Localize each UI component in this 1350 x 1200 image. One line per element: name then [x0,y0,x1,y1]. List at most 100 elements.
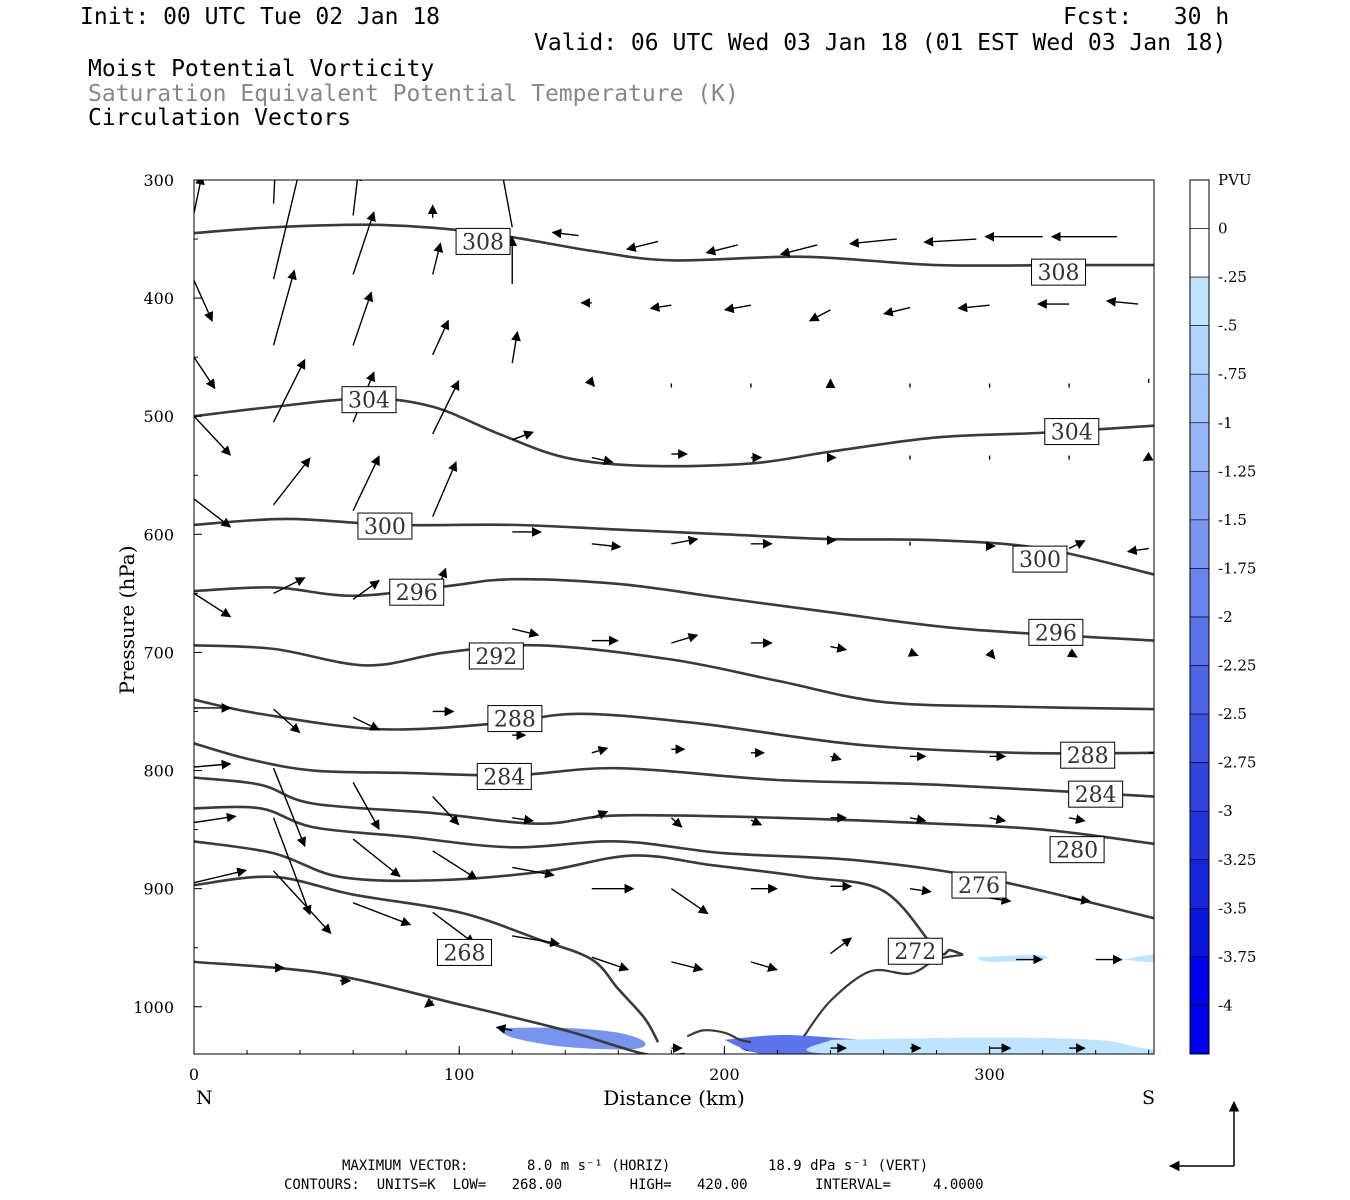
vector-102 [194,812,237,824]
contour-label-296: 296 [389,578,445,606]
colorbar-tick-label: -3.25 [1218,851,1256,869]
init-time: Init: 00 UTC Tue 02 Jan 18 [80,4,441,30]
vector-29 [432,319,450,356]
vector-21 [808,309,831,322]
contour-ridge [803,953,964,1037]
pv-shade-4 [806,1037,1154,1054]
colorbar-segment-0 [1189,179,1210,229]
contour-label-box [1031,258,1087,286]
vector-113 [1069,895,1091,905]
vector-63 [1068,540,1086,550]
contour-labels: 308 308 304 304 300 300 296 296 292 288 288 284 284 2… [341,227,1124,966]
vector-39 [194,415,232,456]
colorbar-segment-3 [1189,325,1210,375]
contour-label-box [487,705,543,733]
contour-closed [686,1029,752,1044]
vector-111 [909,885,932,896]
y-tick-label: 700 [143,643,174,662]
vector-116 [352,902,412,927]
colorbar-tick-label: -.25 [1218,268,1247,286]
colorbar-unit: PVU [1218,171,1252,189]
contour-label-text: 288 [494,708,536,733]
vector-94 [512,814,535,825]
contour-label-text: 284 [483,765,525,790]
colorbar-tick-label: -1 [1218,414,1233,432]
x-tick-label: 300 [974,1065,1005,1084]
contour-label-text: 272 [894,940,936,965]
vector-54 [352,455,380,512]
field-title-pv: Moist Potential Vorticity [88,56,435,82]
vector-122 [830,937,853,955]
contour-label-268: 268 [436,938,492,966]
contour-label-292: 292 [468,642,524,670]
colorbar-tick-label: -1.75 [1218,559,1256,577]
vector-71 [671,633,699,644]
colorbar-tick-label: -.5 [1218,317,1237,335]
vector-52 [194,498,232,528]
vector-13 [194,280,214,322]
colorbar-segment-12 [1189,762,1210,812]
vector-51 [1142,451,1154,462]
pv-shade-6 [1122,954,1154,963]
colorbar-segment-5 [1189,422,1210,472]
vector-114 [194,867,247,884]
vector-117 [432,911,476,945]
contour-292 [194,643,1154,711]
max-vector-horiz: 8.0 m s⁻¹ (HORIZ) [527,1158,671,1174]
colorbar-segment-7 [1189,519,1210,569]
vector-97 [750,816,763,826]
colorbar-tick-label: -.75 [1218,365,1247,383]
contour-label-280: 280 [1049,836,1105,864]
vector-103 [272,817,312,916]
vector-105 [432,850,478,880]
colorbar-segment-17 [1189,1005,1210,1055]
contour-label-box [476,762,532,790]
colorbar-segment-8 [1189,568,1210,618]
contour-268 [194,875,660,1043]
contour-label-272: 272 [887,937,943,965]
vector-75 [985,648,996,660]
vector-28 [352,291,374,346]
vector-1 [272,180,276,204]
colorbar-tick-label: -3.75 [1218,948,1256,966]
colorbar-segment-4 [1189,373,1210,424]
contour-280 [194,776,1154,846]
contour-label-box [951,871,1007,899]
contour-label-text: 268 [443,941,485,966]
contour-300 [194,517,1154,576]
contour-label-300: 300 [357,512,413,540]
vector-40 [272,358,306,423]
contour-label-box [887,937,943,965]
vector-82 [591,745,609,756]
vector-101 [1069,814,1086,824]
vector-78 [273,708,301,734]
contour-288 [194,698,1154,755]
vector-27 [272,269,297,346]
vector-53 [273,457,311,506]
colorbar-tick-label: -2.75 [1218,754,1256,772]
field-title-vectors: Circulation Vectors [88,105,352,131]
contour-label-308: 308 [455,227,511,255]
vector-14 [272,180,298,280]
vector-30 [511,330,521,364]
contour-info: CONTOURS: UNITS=K LOW= 268.00 HIGH= 420.… [284,1177,984,1193]
contour-label-284: 284 [476,762,532,790]
vector-6 [625,240,659,252]
y-tick-label: 600 [143,525,174,544]
vector-90 [194,759,232,770]
contour-label-text: 308 [1038,261,1080,286]
vector-129 [495,1024,513,1034]
vector-22 [883,306,911,317]
vector-121 [750,961,778,972]
contour-label-300: 300 [1012,545,1068,573]
y-tick-label: 900 [143,880,174,899]
circulation-vectors [194,180,1154,1053]
vector-16 [431,242,444,275]
north-label: N [196,1087,213,1109]
vector-58 [671,535,699,546]
x-tick-label: 100 [444,1065,475,1084]
contour-label-box [389,578,445,606]
vector-76 [1066,648,1078,658]
vector-104 [352,838,401,878]
contour-label-box [1060,741,1116,769]
